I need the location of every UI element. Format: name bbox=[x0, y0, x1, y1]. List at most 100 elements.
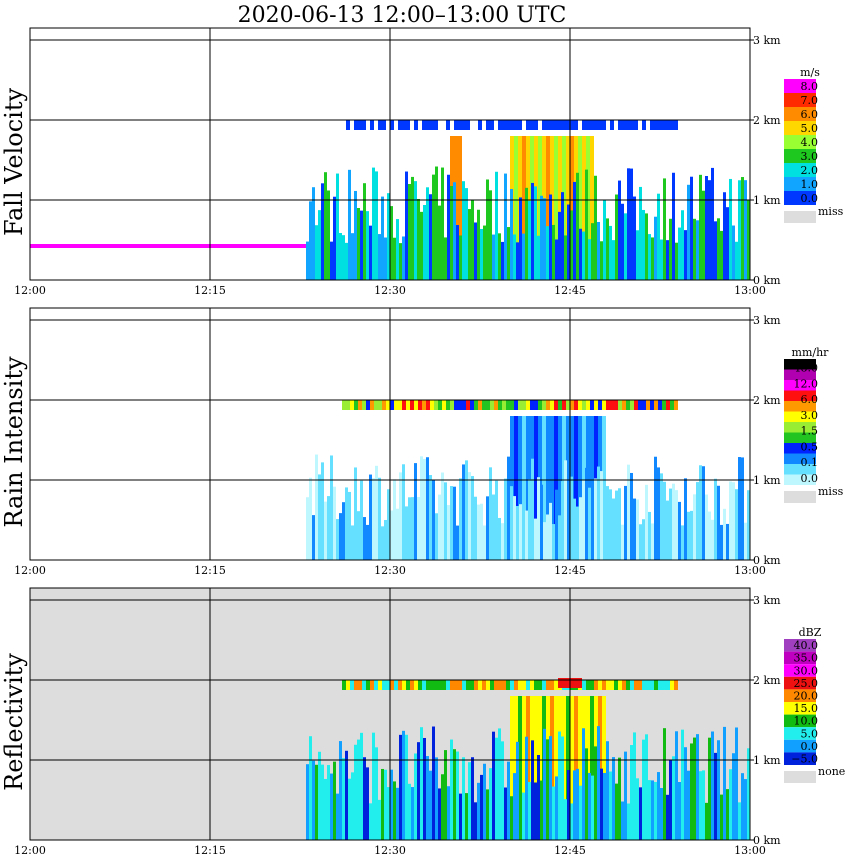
heatmap-cell bbox=[393, 479, 396, 560]
heatmap-cell bbox=[594, 464, 598, 470]
heatmap-cell bbox=[98, 244, 102, 248]
heatmap-cell bbox=[458, 196, 462, 202]
heatmap-cell bbox=[534, 506, 538, 512]
heatmap-cell bbox=[666, 794, 669, 840]
heatmap-cells bbox=[306, 678, 750, 840]
heatmap-cell bbox=[357, 208, 360, 280]
heatmap-cell bbox=[534, 726, 538, 732]
heatmap-cell bbox=[429, 475, 432, 560]
heatmap-cell bbox=[699, 771, 702, 840]
heatmap-cell bbox=[570, 434, 574, 440]
heatmap-cell bbox=[454, 148, 458, 154]
heatmap-cell bbox=[450, 680, 454, 690]
legend-swatch bbox=[784, 689, 816, 702]
heatmap-cell bbox=[711, 519, 714, 560]
heatmap-cell bbox=[146, 244, 150, 248]
heatmap-cell bbox=[558, 731, 561, 840]
heatmap-cell bbox=[522, 774, 526, 780]
heatmap-cell bbox=[546, 166, 550, 172]
heatmap-cell bbox=[62, 244, 66, 248]
heatmap-cell bbox=[542, 440, 546, 446]
heatmap-cell bbox=[438, 494, 441, 560]
heatmap-cell bbox=[534, 464, 538, 470]
heatmap-cell bbox=[534, 470, 538, 476]
heatmap-cell bbox=[465, 460, 468, 560]
heatmap-cell bbox=[432, 174, 435, 280]
heatmap-cell bbox=[550, 190, 554, 196]
heatmap-cell bbox=[526, 446, 530, 452]
heatmap-cell bbox=[396, 787, 399, 840]
heatmap-cell bbox=[586, 136, 590, 142]
legend-label: 0.5 bbox=[801, 440, 819, 453]
heatmap-cell bbox=[158, 244, 162, 248]
heatmap-cell bbox=[518, 178, 522, 184]
heatmap-cell bbox=[339, 232, 342, 280]
heatmap-cell bbox=[513, 234, 516, 280]
heatmap-cell bbox=[562, 422, 566, 428]
heatmap-cell bbox=[459, 235, 462, 280]
heatmap-cell bbox=[550, 476, 554, 482]
heatmap-cell bbox=[522, 726, 526, 732]
heatmap-cell bbox=[321, 764, 324, 840]
heatmap-cell bbox=[393, 781, 396, 840]
heatmap-cell bbox=[315, 454, 318, 560]
heatmap-cell bbox=[554, 732, 558, 738]
heatmap-cell bbox=[624, 751, 627, 840]
heatmap-cell bbox=[602, 680, 606, 690]
legend-swatch bbox=[784, 191, 816, 205]
heatmap-cell bbox=[369, 474, 372, 560]
heatmap-cell bbox=[666, 680, 670, 690]
heatmap-cell bbox=[672, 756, 675, 840]
heatmap-cell bbox=[534, 422, 538, 428]
heatmap-cell bbox=[386, 400, 390, 410]
heatmap-cell bbox=[530, 714, 534, 720]
heatmap-cell bbox=[578, 768, 582, 774]
heatmap-cell bbox=[526, 172, 530, 178]
heatmap-cell bbox=[495, 737, 498, 840]
heatmap-cell bbox=[357, 739, 360, 840]
heatmap-cell bbox=[699, 174, 702, 280]
heatmap-cell bbox=[558, 184, 562, 190]
grid-lines bbox=[30, 588, 750, 840]
heatmap-cell bbox=[542, 680, 546, 690]
heatmap-cell bbox=[562, 172, 566, 178]
heatmap-cell bbox=[654, 120, 658, 130]
heatmap-cell bbox=[526, 726, 530, 732]
heatmap-cell bbox=[375, 465, 378, 560]
heatmap-cell bbox=[558, 458, 562, 464]
heatmap-cell bbox=[738, 457, 741, 560]
legend-label: 5.0 bbox=[801, 727, 819, 740]
heatmap-cell bbox=[518, 416, 522, 422]
heatmap-cell bbox=[526, 142, 530, 148]
heatmap-cell bbox=[438, 788, 441, 840]
heatmap-cell bbox=[554, 750, 558, 756]
heatmap-cell bbox=[538, 744, 542, 750]
heatmap-cell bbox=[522, 482, 526, 488]
heatmap-cell bbox=[602, 464, 606, 470]
heatmap-cell bbox=[514, 196, 518, 202]
heatmap-cell bbox=[530, 142, 534, 148]
heatmap-cell bbox=[550, 488, 554, 494]
heatmap-cell bbox=[594, 428, 598, 434]
heatmap-cell bbox=[510, 786, 514, 792]
heatmap-cell bbox=[534, 696, 538, 702]
heatmap-cell bbox=[578, 422, 582, 428]
heatmap-cell bbox=[351, 772, 354, 840]
heatmap-cell bbox=[518, 458, 522, 464]
heatmap-cell bbox=[574, 488, 578, 494]
heatmap-cell bbox=[582, 172, 586, 178]
heatmap-cell bbox=[562, 714, 566, 720]
heatmap-cell bbox=[514, 214, 518, 220]
heatmap-cell bbox=[542, 428, 546, 434]
heatmap-cell bbox=[554, 422, 558, 428]
heatmap-cell bbox=[462, 181, 465, 280]
heatmap-cell bbox=[578, 220, 582, 226]
heatmap-cell bbox=[234, 244, 238, 248]
heatmap-cell bbox=[530, 440, 534, 446]
heatmap-cell bbox=[526, 476, 530, 482]
heatmap-cell bbox=[142, 244, 146, 248]
heatmap-cell bbox=[518, 464, 522, 470]
heatmap-cell bbox=[453, 749, 456, 840]
heatmap-cell bbox=[420, 727, 423, 840]
heatmap-cell bbox=[582, 136, 586, 142]
